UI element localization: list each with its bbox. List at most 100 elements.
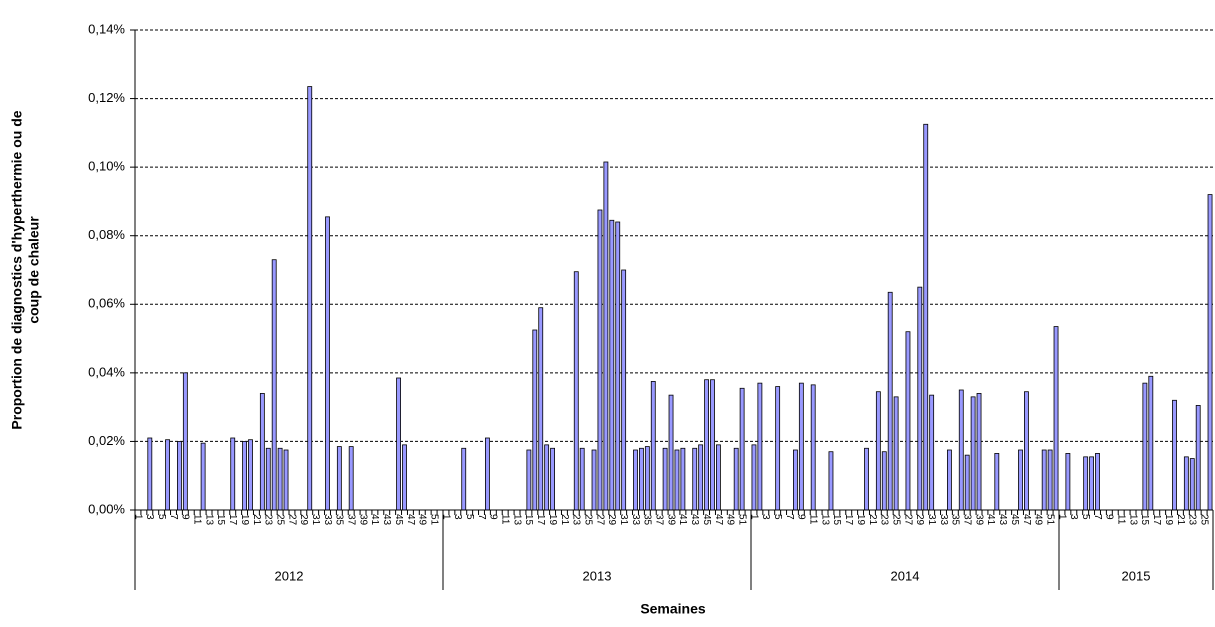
x-tick-label: 37 [346,514,357,526]
x-tick-label: 39 [357,514,368,526]
bar [958,389,964,511]
bar [674,449,680,511]
x-tick-label: 17 [227,514,238,526]
x-tick-label: 23 [1187,514,1198,526]
x-tick-label: 13 [819,514,830,526]
x-tick-label: 51 [736,514,747,526]
bar [716,444,721,511]
bar [259,393,265,511]
x-tick-label: 43 [997,514,1008,526]
x-tick-label: 1 [440,514,451,520]
x-tick-label: 51 [428,514,439,526]
group-label: 2014 [891,568,920,583]
bar [277,447,283,511]
bar [165,439,170,511]
x-tick-label: 25 [274,514,285,526]
bar [200,442,206,511]
bar [1142,382,1148,511]
bar [917,286,923,511]
x-tick-label: 43 [689,514,700,526]
bar [1148,375,1154,511]
y-tick-label: 0,00% [88,501,125,516]
x-tick-label: 49 [1033,514,1044,526]
x-tick-label: 23 [879,514,890,526]
bar [1089,456,1094,511]
bar [698,444,704,511]
x-tick-label: 17 [843,514,854,526]
bar [1189,458,1195,511]
x-tick-label: 45 [1009,514,1020,526]
y-axis-title-line: coup de chaleur [26,216,42,324]
x-tick-label: 33 [322,514,333,526]
x-tick-label: 9 [796,514,807,520]
y-axis-title-line: Proportion de diagnostics d'hyperthermie… [9,110,25,429]
x-tick-label: 27 [902,514,913,526]
x-tick-label: 17 [1151,514,1162,526]
x-tick-label: 51 [1044,514,1055,526]
bar [271,259,277,511]
bar [1195,405,1201,511]
x-tick-label: 1 [132,514,143,520]
bar [1083,456,1089,511]
bar [348,446,354,511]
bar [905,331,911,511]
x-tick-label: 45 [701,514,712,526]
group-label: 2012 [275,568,304,583]
bar [544,444,550,511]
bar [650,381,656,511]
x-tick-label: 1 [1056,514,1067,520]
bar [739,387,745,511]
bar [775,386,781,511]
bar [248,439,253,511]
x-tick-label: 11 [500,514,511,525]
bar [639,447,644,511]
x-tick-label: 13 [203,514,214,526]
bar [662,447,668,511]
bar [1065,453,1071,511]
x-tick-label: 13 [1127,514,1138,526]
bar [230,437,236,511]
x-tick-label: 9 [1104,514,1115,520]
x-tick-label: 11 [1116,514,1127,525]
x-tick-label: 5 [464,514,475,520]
bar [633,449,638,511]
x-tick-label: 25 [1198,514,1209,526]
bar [550,447,555,511]
bar [485,437,490,511]
bar [644,446,650,511]
bar [265,447,271,511]
x-tick-label: 5 [1080,514,1091,520]
bar [864,447,869,511]
bar [402,444,407,511]
group-label: 2015 [1122,568,1151,583]
y-tick-label: 0,06% [88,296,125,311]
x-tick-label: 21 [251,514,262,526]
x-tick-label: 15 [523,514,534,526]
x-tick-label: 15 [831,514,842,526]
bar [325,216,330,511]
x-tick-label: 7 [168,514,179,520]
bar [461,447,467,511]
bar [976,393,982,511]
bar [603,161,609,511]
bar [609,219,615,511]
x-tick-label: 5 [156,514,167,520]
bar [1024,391,1029,511]
x-tick-label: 25 [582,514,593,526]
x-axis-title: Semaines [640,601,706,617]
x-tick-label: 3 [144,514,155,520]
x-tick-label: 1 [748,514,759,520]
x-tick-label: 21 [559,514,570,526]
x-tick-label: 19 [855,514,866,526]
bar [970,396,976,511]
x-tick-label: 29 [606,514,617,526]
x-tick-label: 3 [1068,514,1079,520]
bar [1018,449,1023,511]
bar [283,449,289,511]
bar [751,444,757,511]
x-tick-label: 11 [808,514,819,525]
x-tick-label: 19 [239,514,250,526]
x-tick-label: 41 [369,514,380,526]
bar [947,449,952,511]
bar [692,447,698,511]
